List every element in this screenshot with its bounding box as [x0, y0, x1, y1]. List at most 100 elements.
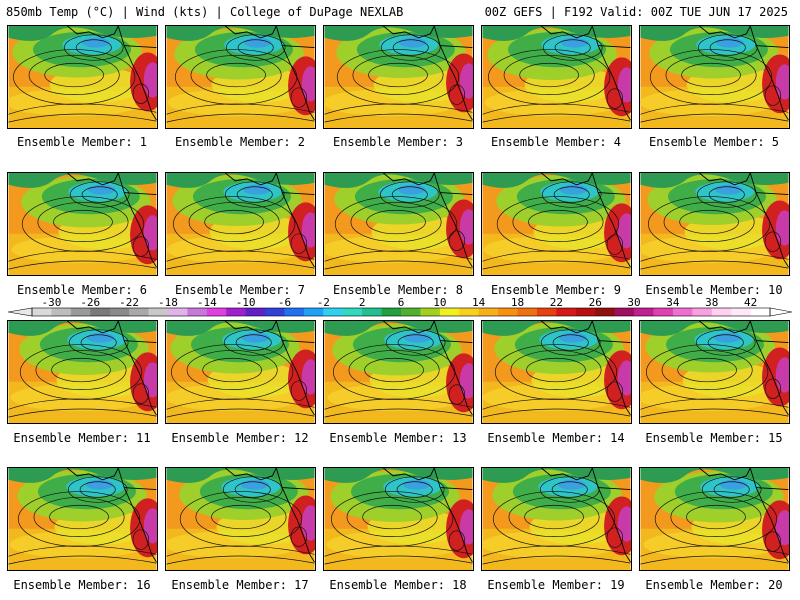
colorbar-high-arrow: [769, 307, 793, 317]
colorbar-swatch: [51, 308, 72, 316]
colorbar-tick-label: 26: [589, 296, 602, 309]
colorbar-tick-label: -18: [158, 296, 178, 309]
colorbar-swatch: [595, 308, 616, 316]
member-map-panel: [323, 25, 474, 129]
member-map-panel: [639, 25, 790, 129]
colorbar-swatch: [245, 308, 266, 316]
colorbar-low-arrow: [7, 307, 33, 317]
ensemble-member-label: Ensemble Member: 13: [329, 431, 467, 445]
colorbar-swatch: [459, 308, 480, 316]
colorbar-tick-label: 34: [666, 296, 680, 309]
colorbar-swatch: [672, 308, 693, 316]
member-map-panel: [323, 320, 474, 424]
colorbar-tick-label: -30: [41, 296, 61, 309]
colorbar-tick-label: -14: [197, 296, 217, 309]
colorbar-swatch: [303, 308, 324, 316]
ensemble-member-label: Ensemble Member: 9: [490, 283, 622, 297]
colorbar-swatch: [323, 308, 344, 316]
colorbar-swatch: [381, 308, 402, 316]
colorbar-swatch: [634, 308, 654, 316]
colorbar-swatch: [420, 308, 441, 316]
ensemble-member-label: Ensemble Member: 18: [329, 578, 467, 592]
colorbar-swatch: [206, 308, 227, 316]
colorbar-tick-label: 14: [472, 296, 486, 309]
run-valid-time: 00Z GEFS | F192 Valid: 00Z TUE JUN 17 20…: [484, 5, 788, 19]
colorbar-outline: [31, 307, 771, 317]
colorbar-swatch: [342, 308, 363, 316]
colorbar-tick-label: 10: [433, 296, 446, 309]
colorbar-tick-label: 18: [511, 296, 524, 309]
ensemble-member-label: Ensemble Member: 1: [16, 135, 148, 149]
member-map-panel: [481, 320, 632, 424]
colorbar-swatch: [284, 308, 305, 316]
colorbar-swatch: [226, 308, 247, 316]
colorbar-swatch: [32, 308, 52, 316]
colorbar-tick-label: 2: [359, 296, 366, 309]
ensemble-member-label: Ensemble Member: 12: [171, 431, 309, 445]
colorbar-swatch: [711, 308, 732, 316]
colorbar-swatch: [362, 308, 383, 316]
member-map-panel: [7, 320, 158, 424]
colorbar-tick-label: 38: [705, 296, 718, 309]
member-map-panel: [165, 467, 316, 571]
ensemble-member-label: Ensemble Member: 4: [490, 135, 622, 149]
ensemble-member-label: Ensemble Member: 8: [332, 283, 464, 297]
colorbar-swatch: [187, 308, 208, 316]
temperature-colorbar: -30 -26 -22 -18 -14 -10 -6 -2 2 6 10 14 18 22 26 30 34 38…: [7, 296, 793, 317]
colorbar-swatch: [614, 308, 635, 316]
member-map-panel: [165, 25, 316, 129]
colorbar-swatch: [401, 308, 421, 316]
ensemble-member-label: Ensemble Member: 15: [645, 431, 783, 445]
colorbar-swatch: [536, 308, 557, 316]
member-map-panel: [7, 25, 158, 129]
ensemble-member-label: Ensemble Member: 5: [648, 135, 780, 149]
colorbar-tick-label: 6: [398, 296, 405, 309]
colorbar-tick-label: -22: [119, 296, 139, 309]
member-map-panel: [7, 172, 158, 276]
colorbar-swatch: [109, 308, 130, 316]
colorbar-swatch: [517, 308, 538, 316]
colorbar-swatch: [90, 308, 111, 316]
colorbar-tick-label: 42: [744, 296, 757, 309]
ensemble-member-label: Ensemble Member: 17: [171, 578, 309, 592]
member-map-panel: [323, 172, 474, 276]
colorbar-tick-label: -2: [317, 296, 330, 309]
member-map-panel: [481, 172, 632, 276]
colorbar-swatch: [265, 308, 285, 316]
member-map-panel: [481, 25, 632, 129]
product-title: 850mb Temp (°C) | Wind (kts) | College o…: [6, 5, 404, 19]
ensemble-member-label: Ensemble Member: 3: [332, 135, 464, 149]
colorbar-swatch: [167, 308, 188, 316]
member-map-panel: [323, 467, 474, 571]
colorbar-tick-label: 22: [550, 296, 563, 309]
colorbar-swatch: [556, 308, 577, 316]
member-map-panel: [639, 467, 790, 571]
ensemble-member-label: Ensemble Member: 20: [645, 578, 783, 592]
colorbar-tick-label: -10: [236, 296, 256, 309]
colorbar-tick-label: 30: [627, 296, 640, 309]
colorbar-swatch: [478, 308, 499, 316]
member-map-panel: [165, 172, 316, 276]
member-map-panel: [639, 320, 790, 424]
colorbar-tick-label: -6: [278, 296, 291, 309]
ensemble-member-label: Ensemble Member: 7: [174, 283, 306, 297]
colorbar-swatch: [692, 308, 713, 316]
ensemble-member-label: Ensemble Member: 6: [16, 283, 148, 297]
member-map-panel: [7, 467, 158, 571]
colorbar-swatch: [148, 308, 169, 316]
ensemble-member-label: Ensemble Member: 19: [487, 578, 625, 592]
member-map-panel: [639, 172, 790, 276]
colorbar-swatch: [750, 308, 771, 316]
ensemble-member-label: Ensemble Member: 14: [487, 431, 625, 445]
colorbar-swatch: [439, 308, 460, 316]
member-map-panel: [165, 320, 316, 424]
colorbar-swatch: [129, 308, 150, 316]
colorbar-swatch: [653, 308, 674, 316]
ensemble-member-label: Ensemble Member: 10: [645, 283, 783, 297]
ensemble-member-label: Ensemble Member: 16: [13, 578, 151, 592]
colorbar-swatch: [70, 308, 91, 316]
member-map-panel: [481, 467, 632, 571]
ensemble-member-label: Ensemble Member: 11: [13, 431, 151, 445]
ensemble-member-label: Ensemble Member: 2: [174, 135, 306, 149]
colorbar-swatch: [575, 308, 596, 316]
